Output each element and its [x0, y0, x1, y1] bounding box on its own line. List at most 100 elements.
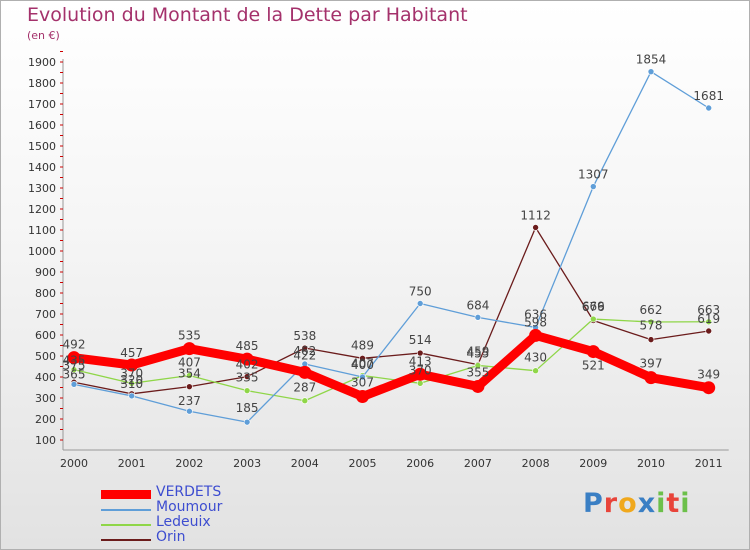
y-tick-label: 1400	[28, 161, 56, 174]
data-point-verdets	[298, 365, 312, 379]
logo-letter: P	[583, 488, 604, 519]
data-label: 485	[236, 339, 259, 353]
y-tick-label: 300	[35, 392, 56, 405]
y-tick-label: 700	[35, 308, 56, 321]
x-tick-label: 2007	[464, 457, 492, 470]
x-tick-label: 2011	[695, 457, 723, 470]
data-point-moumour	[128, 392, 135, 400]
data-label: 365	[63, 367, 86, 381]
x-tick-label: 2008	[522, 457, 550, 470]
data-point-moumour	[589, 183, 597, 190]
data-label: 435	[63, 354, 86, 368]
logo-letter: x	[637, 488, 657, 519]
data-label: 457	[120, 346, 143, 360]
data-label: 662	[640, 303, 663, 317]
data-label: 407	[351, 357, 374, 371]
x-tick-label: 2005	[349, 457, 377, 470]
y-tick-label: 1100	[28, 224, 56, 237]
data-label: 521	[582, 359, 605, 373]
data-point-ledeuix	[128, 379, 135, 387]
data-point-moumour	[359, 373, 366, 381]
x-tick-label: 2004	[291, 457, 319, 470]
data-point-moumour	[705, 104, 713, 112]
legend-label-moumour: Moumour	[156, 499, 223, 515]
data-label: 489	[351, 338, 374, 352]
y-tick-label: 600	[35, 329, 56, 342]
chart-title: Evolution du Montant de la Dette par Hab…	[27, 4, 468, 26]
y-tick-label: 1500	[28, 140, 56, 153]
data-label: 287	[293, 381, 316, 395]
series-layer	[67, 68, 716, 426]
data-point-orin	[301, 344, 309, 352]
y-tick-label: 1900	[28, 56, 56, 69]
x-tick-label: 2002	[175, 457, 203, 470]
y-tick-label: 500	[35, 350, 56, 363]
data-label: 1307	[578, 168, 609, 182]
x-tick-label: 2006	[406, 457, 434, 470]
y-tick-label: 900	[35, 266, 56, 279]
data-label: 455	[466, 346, 489, 360]
data-point-ledeuix	[532, 367, 539, 375]
data-label: 320	[120, 373, 143, 387]
data-point-ledeuix	[186, 372, 193, 379]
data-point-ledeuix	[416, 379, 424, 387]
y-tick-label: 1800	[28, 77, 56, 90]
data-point-orin	[647, 336, 655, 343]
data-point-ledeuix	[705, 318, 713, 326]
data-point-ledeuix	[589, 315, 597, 323]
logo-letter: r	[603, 488, 619, 519]
series-line-ledeuix	[73, 318, 710, 402]
series-line-moumour	[73, 71, 710, 423]
data-label: 397	[640, 357, 663, 371]
data-label: 400	[351, 358, 374, 372]
data-point-verdets	[702, 381, 716, 395]
logo-letter: i	[656, 488, 667, 519]
data-point-orin	[532, 224, 539, 231]
data-point-moumour	[186, 407, 193, 415]
data-label: 750	[409, 285, 432, 299]
y-tick-label: 100	[35, 434, 56, 447]
data-point-verdets	[356, 390, 369, 404]
logo-letter: o	[618, 488, 638, 519]
data-label: 619	[697, 312, 720, 326]
data-point-moumour	[416, 300, 424, 307]
data-point-verdets	[182, 342, 196, 356]
y-tick-label: 400	[35, 371, 56, 384]
data-point-ledeuix	[243, 387, 251, 394]
data-label: 1112	[520, 208, 551, 222]
logo-letter: t	[666, 488, 681, 519]
y-tick-label: 1600	[28, 119, 56, 132]
data-point-orin	[705, 327, 713, 335]
data-label: 402	[236, 358, 259, 372]
data-label: 684	[466, 298, 489, 312]
data-point-orin	[416, 349, 424, 357]
data-point-verdets	[240, 352, 254, 366]
data-label: 310	[120, 377, 143, 391]
data-label: 1854	[636, 53, 667, 67]
data-label: 370	[120, 366, 143, 380]
data-label: 492	[63, 338, 86, 352]
legend-label-verdets: VERDETS	[156, 484, 222, 500]
data-label: 636	[524, 307, 547, 321]
data-label: 413	[409, 354, 432, 368]
data-label: 307	[351, 376, 374, 390]
data-label: 407	[178, 356, 201, 370]
chart-axes: 100 200 300 400 500 600 700 800 900 1000 1100 1200 1…	[28, 51, 729, 470]
y-tick-label: 1700	[28, 98, 56, 111]
series-line-orin	[73, 226, 710, 395]
data-label: 514	[409, 333, 432, 347]
data-label: 354	[178, 367, 201, 381]
logo-letter: i	[680, 488, 691, 519]
x-tick-label: 2003	[233, 457, 261, 470]
x-tick-label: 2009	[579, 457, 607, 470]
data-point-moumour	[474, 314, 482, 321]
data-label: 663	[697, 303, 720, 317]
data-point-moumour	[647, 68, 655, 75]
data-point-verdets	[529, 328, 543, 342]
data-label: 237	[178, 394, 201, 408]
data-label: 598	[524, 315, 547, 329]
y-tick-label: 1000	[28, 245, 56, 258]
x-tick-label: 2010	[637, 457, 665, 470]
